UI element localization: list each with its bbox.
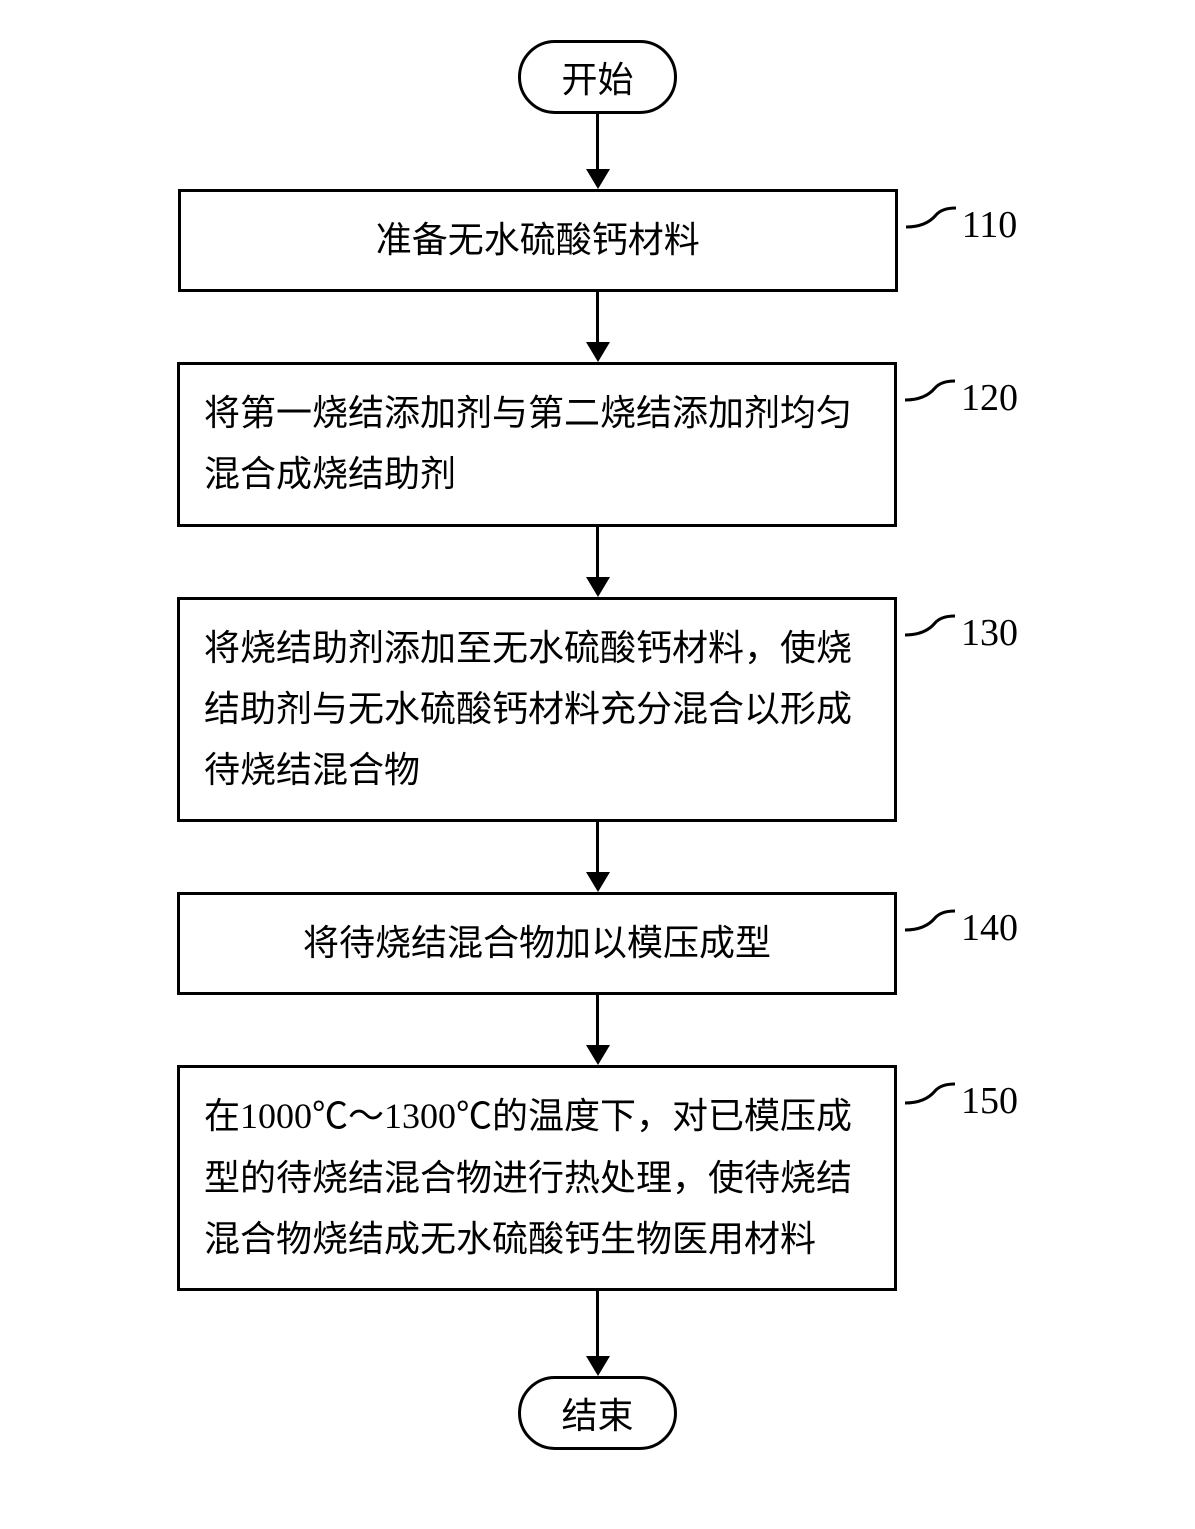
- connector-curve-icon: [906, 205, 956, 245]
- step-150-label-group: 150: [905, 1079, 1018, 1123]
- step-140-label: 140: [961, 906, 1018, 950]
- step-130-label-group: 130: [905, 611, 1018, 655]
- step-150-row: 在1000℃～1300℃的温度下，对已模压成型的待烧结混合物进行热处理，使待烧结…: [148, 1065, 1048, 1291]
- step-120-label: 120: [961, 376, 1018, 420]
- start-label: 开始: [561, 60, 633, 100]
- arrow-head-icon: [586, 577, 610, 597]
- end-terminal: 结束: [518, 1376, 676, 1450]
- arrow: [586, 527, 610, 597]
- arrow-line: [596, 292, 599, 342]
- arrow: [586, 822, 610, 892]
- step-140-text: 将待烧结混合物加以模压成型: [303, 923, 771, 963]
- step-130-label: 130: [961, 611, 1018, 655]
- step-120-row: 将第一烧结添加剂与第二烧结添加剂均匀混合成烧结助剂 120: [148, 362, 1048, 526]
- connector-curve-icon: [905, 378, 955, 418]
- step-120-text: 将第一烧结添加剂与第二烧结添加剂均匀混合成烧结助剂: [204, 393, 852, 494]
- arrow-head-icon: [586, 872, 610, 892]
- step-110-label: 110: [962, 203, 1018, 247]
- step-130-box: 将烧结助剂添加至无水硫酸钙材料，使烧结助剂与无水硫酸钙材料充分混合以形成待烧结混…: [177, 597, 897, 823]
- step-110-label-group: 110: [906, 203, 1018, 247]
- step-130-row: 将烧结助剂添加至无水硫酸钙材料，使烧结助剂与无水硫酸钙材料充分混合以形成待烧结混…: [148, 597, 1048, 823]
- step-120-label-group: 120: [905, 376, 1018, 420]
- step-150-text: 在1000℃～1300℃的温度下，对已模压成型的待烧结混合物进行热处理，使待烧结…: [204, 1096, 852, 1258]
- step-140-label-group: 140: [905, 906, 1018, 950]
- step-130-text: 将烧结助剂添加至无水硫酸钙材料，使烧结助剂与无水硫酸钙材料充分混合以形成待烧结混…: [204, 628, 852, 790]
- arrow: [586, 995, 610, 1065]
- arrow-head-icon: [586, 342, 610, 362]
- arrow-head-icon: [586, 169, 610, 189]
- step-110-row: 准备无水硫酸钙材料 110: [148, 189, 1048, 292]
- step-110-text: 准备无水硫酸钙材料: [376, 220, 700, 260]
- step-120-box: 将第一烧结添加剂与第二烧结添加剂均匀混合成烧结助剂: [177, 362, 897, 526]
- step-110-box: 准备无水硫酸钙材料: [178, 189, 898, 292]
- arrow-line: [596, 114, 599, 169]
- step-140-box: 将待烧结混合物加以模压成型: [177, 892, 897, 995]
- end-label: 结束: [561, 1396, 633, 1436]
- connector-curve-icon: [905, 613, 955, 653]
- connector-curve-icon: [905, 908, 955, 948]
- connector-curve-icon: [905, 1081, 955, 1121]
- step-150-label: 150: [961, 1079, 1018, 1123]
- step-150-box: 在1000℃～1300℃的温度下，对已模压成型的待烧结混合物进行热处理，使待烧结…: [177, 1065, 897, 1291]
- arrow: [586, 114, 610, 189]
- start-terminal: 开始: [518, 40, 676, 114]
- arrow-head-icon: [586, 1045, 610, 1065]
- flowchart-container: 开始 准备无水硫酸钙材料 110 将第一烧结添加剂与第二烧结添加剂均匀混合成烧结…: [148, 40, 1048, 1450]
- arrow-line: [596, 1291, 599, 1356]
- arrow-line: [596, 995, 599, 1045]
- arrow-line: [596, 527, 599, 577]
- arrow-line: [596, 822, 599, 872]
- step-140-row: 将待烧结混合物加以模压成型 140: [148, 892, 1048, 995]
- arrow: [586, 292, 610, 362]
- arrow-head-icon: [586, 1356, 610, 1376]
- arrow: [586, 1291, 610, 1376]
